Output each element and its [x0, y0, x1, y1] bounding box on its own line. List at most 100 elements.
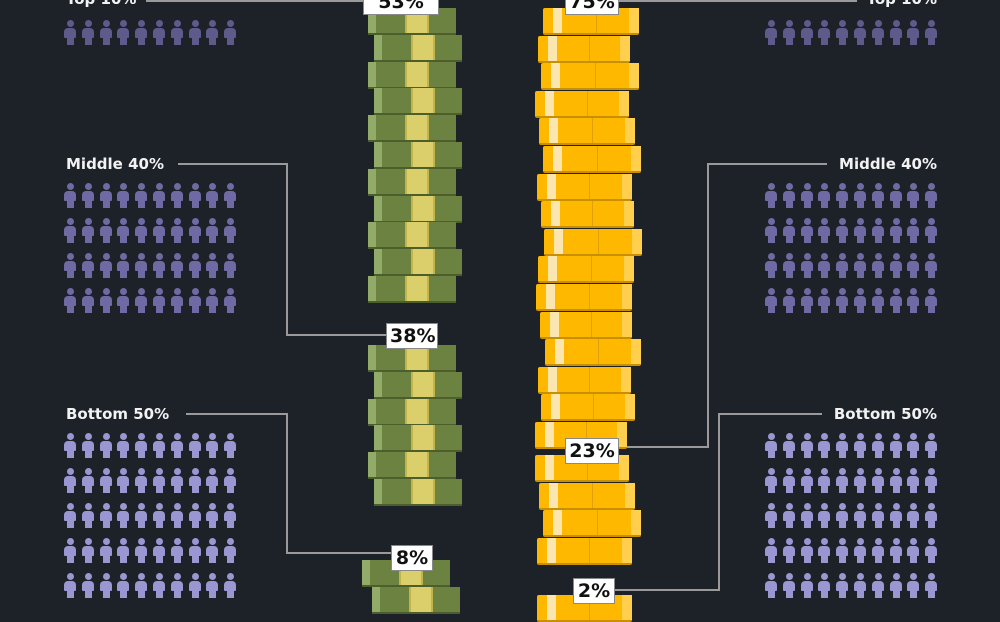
person-icon [854, 503, 866, 529]
cash-bundle-icon [374, 371, 462, 399]
cash-bundle-icon [368, 398, 456, 426]
person-icon [224, 503, 237, 529]
person-icon [206, 573, 219, 599]
person-icon [889, 573, 902, 599]
gold-bar-seam [588, 35, 590, 61]
bundle-edge [368, 115, 376, 141]
person-icon [135, 538, 148, 564]
connector-line [286, 163, 288, 336]
person-icon [153, 218, 165, 244]
gold-bar-icon [538, 366, 631, 394]
wealth-bottom-50-label: 2% [573, 578, 615, 604]
gold-bar-seam [589, 366, 591, 392]
bundle-edge [374, 88, 382, 114]
gold-bar-shine [549, 482, 558, 508]
bundle-edge [368, 345, 376, 370]
person-icon [99, 288, 112, 314]
right-label-top-10: Top 10% [867, 0, 937, 8]
gold-bar-shine [546, 284, 555, 309]
income-bottom-50-label: 8% [391, 545, 433, 571]
person-icon [135, 253, 148, 279]
person-icon [64, 253, 76, 279]
connector-line [286, 413, 288, 554]
person-icon [135, 288, 148, 314]
person-icon [818, 468, 831, 494]
gold-bar-seam [589, 537, 591, 563]
person-icon [135, 468, 148, 494]
person-icon [81, 503, 94, 529]
gold-bar-shine [555, 339, 564, 365]
person-icon [889, 20, 902, 46]
person-icon [170, 183, 183, 209]
person-icon [188, 253, 201, 279]
person-icon [117, 573, 130, 599]
person-icon [782, 253, 795, 279]
person-icon [64, 468, 76, 494]
person-icon [782, 288, 795, 314]
connector-line [146, 0, 380, 2]
gold-bar-end [632, 228, 642, 254]
person-icon [188, 468, 201, 494]
person-icon [818, 218, 831, 244]
person-icon [907, 218, 920, 244]
bundle-edge [368, 222, 376, 248]
person-icon [81, 20, 94, 46]
person-icon [871, 20, 884, 46]
person-icon [800, 468, 813, 494]
person-icon [836, 288, 849, 314]
gold-bar-shine [554, 228, 563, 254]
gold-bar-seam [596, 146, 598, 171]
person-icon [818, 253, 831, 279]
person-icon [765, 20, 777, 46]
person-icon [170, 503, 183, 529]
person-icon [871, 468, 884, 494]
gold-bar-seam [594, 63, 596, 89]
person-icon [800, 573, 813, 599]
person-icon [925, 253, 938, 279]
person-icon [854, 20, 866, 46]
person-icon [117, 468, 130, 494]
connector-line [186, 413, 288, 415]
cash-bundle-icon [374, 88, 462, 116]
gold-bar-end [624, 201, 634, 227]
person-icon [64, 183, 76, 209]
gold-bar-shine [547, 537, 556, 563]
person-icon [224, 183, 237, 209]
gold-bar-shine [545, 422, 554, 447]
person-icon [765, 538, 777, 564]
cash-bundle-icon [368, 222, 456, 250]
bundle-edge [368, 452, 376, 478]
gold-bar-icon [537, 173, 632, 201]
person-icon [871, 573, 884, 599]
bundle-edge [374, 142, 382, 167]
person-icon [99, 253, 112, 279]
person-icon [836, 573, 849, 599]
gold-bar-icon [539, 118, 635, 146]
cash-bundle-icon [368, 276, 456, 303]
person-icon [153, 573, 165, 599]
person-icon [153, 433, 165, 459]
person-icon [99, 183, 112, 209]
person-icon [800, 433, 813, 459]
person-icon [765, 433, 777, 459]
person-icon [153, 468, 165, 494]
person-icon [170, 573, 183, 599]
gold-bar-shine [545, 90, 554, 116]
gold-bar-shine [550, 311, 559, 337]
gold-bar-shine [547, 173, 556, 199]
person-icon [206, 218, 219, 244]
person-icon [871, 538, 884, 564]
person-icon [135, 183, 148, 209]
bundle-edge [374, 371, 382, 397]
person-icon [782, 573, 795, 599]
gold-bar-shine [548, 35, 557, 61]
connector-line [286, 334, 388, 336]
person-icon [818, 573, 831, 599]
income-top-10-label: 53% [363, 0, 439, 15]
gold-bar-icon [539, 482, 635, 510]
person-icon [81, 433, 94, 459]
person-icon [907, 573, 920, 599]
gold-bar-end [625, 482, 635, 508]
gold-bar-seam [595, 8, 597, 33]
cash-bundle-icon [368, 168, 456, 196]
